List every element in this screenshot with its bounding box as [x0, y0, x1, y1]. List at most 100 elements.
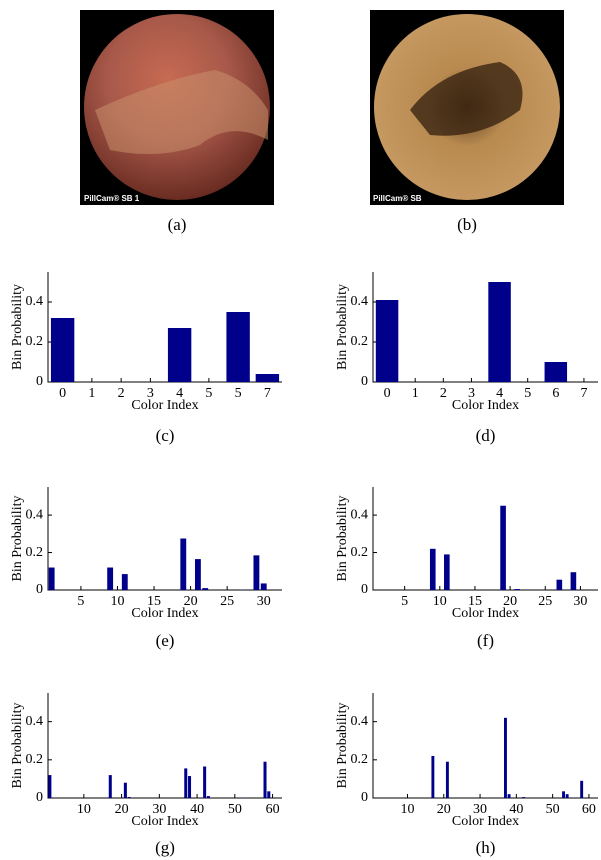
bar	[123, 782, 127, 798]
caption: (g)	[155, 838, 175, 857]
x-tick-label: 25	[538, 594, 552, 609]
y-axis-label: Bin Probability	[335, 703, 350, 789]
x-tick-label: 5	[205, 386, 212, 401]
caption: (b)	[457, 215, 477, 234]
x-tick-label: 6	[552, 386, 559, 401]
bar	[121, 574, 128, 590]
x-tick-label: 10	[400, 802, 414, 817]
x-tick-label: 50	[228, 802, 242, 817]
x-tick-label: 5	[77, 594, 84, 609]
y-axis-label: Bin Probability	[335, 496, 350, 582]
x-axis-label: Color Index	[131, 606, 198, 621]
bar	[444, 554, 450, 590]
bar	[556, 579, 563, 590]
bar	[267, 791, 271, 798]
x-tick-label: 4	[176, 386, 183, 401]
bar	[50, 318, 75, 382]
x-tick-label: 15	[468, 594, 482, 609]
y-tick-label: 0.4	[26, 507, 44, 522]
x-tick-label: 10	[433, 594, 447, 609]
bar	[206, 796, 210, 798]
y-tick-label: 0.2	[351, 334, 369, 349]
x-tick-label: 30	[257, 594, 271, 609]
x-tick-label: 40	[509, 802, 523, 817]
caption: (f)	[477, 631, 494, 650]
x-tick-label: 5	[524, 386, 531, 401]
bar	[48, 567, 55, 590]
x-tick-label: 2	[440, 386, 447, 401]
x-tick-label: 60	[582, 802, 596, 817]
x-tick-label: 5	[401, 594, 408, 609]
bar	[202, 588, 209, 590]
y-tick-label: 0.2	[26, 545, 44, 560]
bar	[507, 794, 511, 798]
y-tick-label: 0	[361, 582, 368, 597]
x-axis-label: Color Index	[452, 398, 519, 413]
bar	[203, 766, 207, 798]
x-tick-label: 50	[546, 802, 560, 817]
x-tick-label: 5	[235, 386, 242, 401]
image-label: PillCam® SB 1	[84, 194, 140, 203]
bar	[253, 555, 260, 590]
bar	[184, 768, 188, 798]
x-tick-label: 40	[190, 802, 204, 817]
x-tick-label: 7	[580, 386, 587, 401]
y-tick-label: 0.4	[351, 294, 369, 309]
x-axis-label: Color Index	[452, 606, 519, 621]
caption: (d)	[476, 426, 496, 445]
bar	[488, 282, 511, 382]
axis	[47, 487, 282, 591]
x-tick-label: 20	[184, 594, 198, 609]
y-tick-label: 0	[361, 374, 368, 389]
bar	[260, 583, 267, 590]
axis	[372, 487, 598, 591]
bar	[544, 362, 568, 382]
x-tick-label: 1	[88, 386, 95, 401]
x-tick-label: 4	[496, 386, 503, 401]
bar	[263, 761, 267, 798]
caption: (e)	[156, 631, 175, 650]
bar	[194, 559, 201, 590]
caption: (a)	[168, 215, 187, 234]
x-tick-label: 30	[573, 594, 587, 609]
axis	[47, 693, 282, 799]
image-a: PillCam® SB 1	[80, 10, 274, 205]
x-tick-label: 1	[412, 386, 419, 401]
bar	[107, 567, 114, 590]
y-tick-label: 0.2	[26, 334, 44, 349]
bar	[188, 776, 192, 798]
y-tick-label: 0	[36, 790, 43, 805]
bar	[514, 589, 520, 590]
x-tick-label: 25	[220, 594, 234, 609]
x-tick-label: 20	[115, 802, 129, 817]
bar	[127, 797, 131, 798]
x-tick-label: 0	[384, 386, 391, 401]
bar	[522, 797, 526, 798]
y-tick-label: 0	[36, 374, 43, 389]
bar	[48, 775, 52, 798]
x-tick-label: 30	[473, 802, 487, 817]
bar	[108, 775, 112, 798]
y-tick-label: 0.4	[26, 294, 44, 309]
bar	[167, 328, 192, 382]
axis	[372, 693, 598, 799]
bar	[180, 538, 187, 590]
x-tick-label: 3	[468, 386, 475, 401]
caption: (c)	[156, 426, 175, 445]
x-tick-label: 15	[147, 594, 161, 609]
caption: (h)	[476, 838, 496, 857]
y-axis-label: Bin Probability	[10, 496, 25, 582]
bar	[500, 505, 506, 590]
bar	[504, 717, 507, 798]
x-axis-label: Color Index	[131, 398, 198, 413]
bar	[431, 756, 435, 798]
bar	[375, 300, 399, 382]
x-tick-label: 3	[147, 386, 154, 401]
bar	[565, 794, 569, 798]
y-tick-label: 0.2	[351, 545, 369, 560]
bar	[445, 761, 449, 798]
y-tick-label: 0.4	[26, 714, 44, 729]
bar	[580, 780, 584, 798]
bar	[226, 312, 250, 382]
x-tick-label: 10	[77, 802, 91, 817]
